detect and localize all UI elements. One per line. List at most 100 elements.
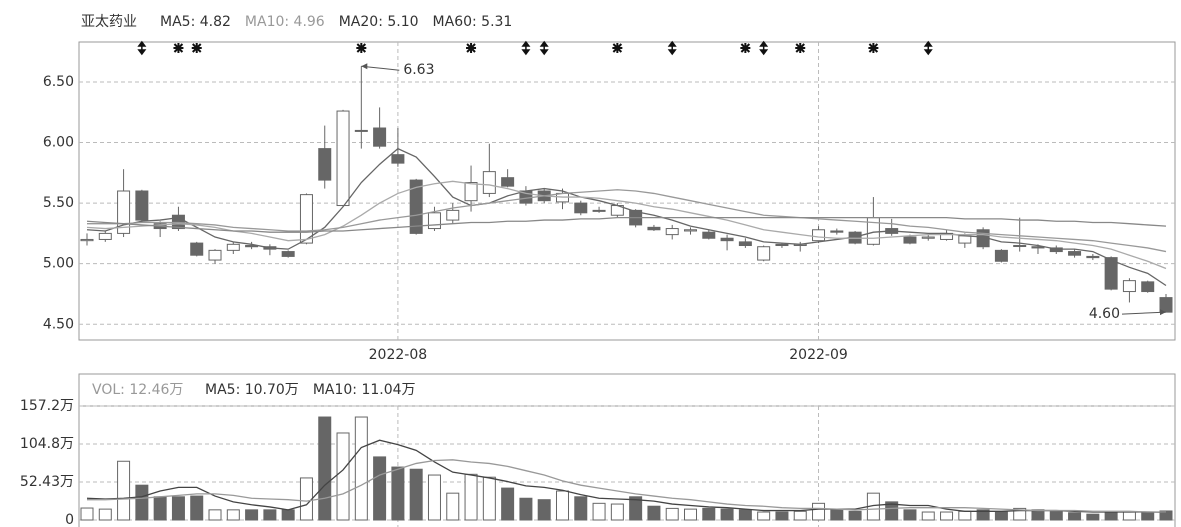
candle-body bbox=[1122, 280, 1136, 293]
candle-body bbox=[994, 249, 1008, 262]
volume-bar bbox=[245, 509, 259, 521]
event-icon bbox=[923, 40, 933, 56]
event-icon bbox=[191, 43, 202, 53]
volume-bar bbox=[1104, 511, 1118, 521]
volume-bar bbox=[757, 511, 771, 521]
volume-bar bbox=[391, 466, 405, 521]
candle-body bbox=[958, 235, 972, 244]
annotation-arrow bbox=[361, 65, 400, 71]
candle-body bbox=[775, 243, 789, 247]
volume-bar bbox=[482, 476, 496, 521]
y-tick-label: 52.43万 bbox=[20, 474, 74, 490]
volume-bar bbox=[592, 502, 606, 521]
event-icon bbox=[795, 43, 806, 53]
volume-bar bbox=[1159, 510, 1173, 521]
volume-bar bbox=[647, 505, 661, 521]
event-icon bbox=[759, 40, 769, 56]
candle-body bbox=[720, 237, 734, 242]
volume-bar bbox=[940, 511, 954, 521]
volume-bar bbox=[354, 416, 368, 521]
y-tick-label: 5.50 bbox=[43, 195, 74, 211]
candle-body bbox=[647, 226, 661, 231]
volume-bar bbox=[1122, 511, 1136, 521]
volume-bar bbox=[702, 507, 716, 521]
candle-body bbox=[427, 212, 441, 230]
candle-body bbox=[501, 177, 515, 187]
annotation: 6.63 bbox=[403, 62, 434, 78]
volume-bar bbox=[336, 432, 350, 521]
volume-bar bbox=[958, 510, 972, 521]
candle-body bbox=[409, 179, 423, 234]
candle-body bbox=[226, 243, 240, 251]
volume-bar bbox=[738, 509, 752, 521]
candle-body bbox=[336, 110, 350, 207]
volume-bar bbox=[921, 511, 935, 521]
volume-bar bbox=[80, 507, 94, 521]
event-icon bbox=[868, 43, 879, 53]
volume-ma-line bbox=[87, 459, 1167, 513]
ma-line bbox=[86, 180, 1167, 270]
volume-bar bbox=[98, 508, 112, 521]
volume-ma-line bbox=[86, 439, 1167, 513]
candle-body bbox=[574, 202, 588, 214]
candle-body bbox=[373, 127, 387, 147]
volume-bar bbox=[775, 511, 789, 521]
event-icon bbox=[667, 40, 677, 56]
volume-bar bbox=[171, 496, 185, 521]
volume-bar bbox=[665, 507, 679, 521]
volume-bar bbox=[318, 416, 332, 521]
ma-line bbox=[86, 217, 1167, 233]
volume-bar bbox=[263, 509, 277, 521]
volume-bar bbox=[720, 508, 734, 521]
volume-bar bbox=[1031, 509, 1045, 521]
volume-bar bbox=[1068, 512, 1082, 521]
volume-bar bbox=[629, 496, 643, 521]
candle-body bbox=[482, 171, 496, 194]
candle-body bbox=[80, 238, 94, 242]
candle-body bbox=[446, 209, 460, 221]
candle-body bbox=[830, 230, 844, 233]
event-icon bbox=[521, 40, 531, 56]
volume-bar bbox=[464, 473, 478, 521]
volume-bar bbox=[446, 492, 460, 521]
candle-body bbox=[702, 231, 716, 239]
volume-bar bbox=[501, 487, 515, 521]
volume-bar bbox=[537, 499, 551, 521]
chart-title: 亚太药业 bbox=[81, 14, 137, 30]
volume-bar bbox=[684, 508, 698, 521]
y-tick-label: 6.50 bbox=[43, 74, 74, 90]
candle-body bbox=[1159, 297, 1173, 313]
candle-body bbox=[391, 154, 405, 164]
candle-body bbox=[592, 209, 606, 212]
annotation-arrowhead bbox=[361, 63, 368, 70]
volume-bar bbox=[226, 509, 240, 521]
volume-bar bbox=[299, 477, 313, 521]
volume-bar bbox=[1086, 513, 1100, 521]
candle-body bbox=[299, 194, 313, 244]
y-tick-label: 104.8万 bbox=[20, 436, 74, 452]
event-icon bbox=[612, 43, 623, 53]
annotation: 4.60 bbox=[1089, 306, 1120, 322]
y-tick-label: 4.50 bbox=[43, 316, 74, 332]
candle-body bbox=[135, 190, 149, 221]
event-icon bbox=[466, 43, 477, 53]
volume-bar bbox=[812, 502, 826, 521]
legend-entry: MA5: 10.70万 bbox=[205, 382, 299, 398]
volume-bar bbox=[519, 497, 533, 521]
volume-bar bbox=[208, 509, 222, 521]
ma-line bbox=[87, 189, 1167, 253]
x-tick-label: 2022-09 bbox=[789, 347, 848, 363]
volume-bar bbox=[281, 509, 295, 521]
legend-entry: MA5: 4.82 bbox=[160, 14, 231, 30]
volume-bar bbox=[848, 510, 862, 521]
candle-body bbox=[318, 148, 332, 181]
x-tick-label: 2022-08 bbox=[369, 347, 428, 363]
volume-bar bbox=[117, 460, 131, 521]
candle-body bbox=[1086, 255, 1100, 259]
volume-frame bbox=[78, 373, 1176, 527]
candle-body bbox=[1141, 281, 1155, 293]
volume-bar bbox=[830, 509, 844, 521]
volume-bar bbox=[994, 511, 1008, 521]
event-icon bbox=[539, 40, 549, 56]
